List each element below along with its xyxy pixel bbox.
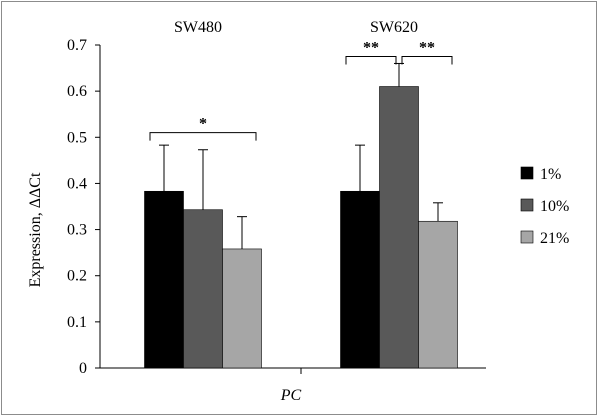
category-label: SW620 bbox=[370, 19, 418, 36]
bar bbox=[144, 190, 184, 369]
y-tick-label: 0.6 bbox=[67, 83, 87, 100]
bar bbox=[379, 86, 419, 369]
y-tick-label: 0.4 bbox=[67, 175, 87, 192]
category-label: SW480 bbox=[174, 19, 222, 36]
legend-label: 10% bbox=[540, 198, 569, 215]
y-axis-label: Expression, ΔΔCt bbox=[27, 172, 44, 287]
bars bbox=[144, 86, 458, 369]
y-tick-label: 0.3 bbox=[67, 222, 87, 239]
legend-label: 21% bbox=[540, 230, 569, 247]
y-tick-label: 0.2 bbox=[67, 268, 87, 285]
x-axis-label: PC bbox=[280, 387, 302, 404]
legend: 1% 10% 21% bbox=[520, 166, 569, 247]
y-tick-label: 0.1 bbox=[67, 314, 87, 331]
group-labels: SW480 SW620 bbox=[174, 19, 418, 36]
significance-label: ** bbox=[363, 40, 379, 57]
y-tick-label: 0.7 bbox=[67, 37, 87, 54]
bar bbox=[418, 220, 458, 369]
bar bbox=[222, 248, 262, 369]
bar bbox=[340, 190, 380, 369]
significance-bracket bbox=[401, 56, 453, 65]
error-bars bbox=[159, 62, 443, 249]
significance-label: * bbox=[199, 116, 207, 133]
significance-bracket bbox=[345, 56, 397, 65]
legend-label: 1% bbox=[540, 166, 561, 183]
significance-bracket bbox=[149, 132, 257, 141]
significance-label: ** bbox=[419, 40, 435, 57]
significance-brackets: *** ** bbox=[149, 40, 453, 141]
y-tick-label: 0 bbox=[79, 360, 87, 377]
bar bbox=[183, 209, 223, 369]
legend-swatch bbox=[520, 230, 534, 244]
legend-swatch bbox=[520, 166, 534, 180]
legend-swatch bbox=[520, 198, 534, 212]
y-tick-label: 0.5 bbox=[67, 129, 87, 146]
